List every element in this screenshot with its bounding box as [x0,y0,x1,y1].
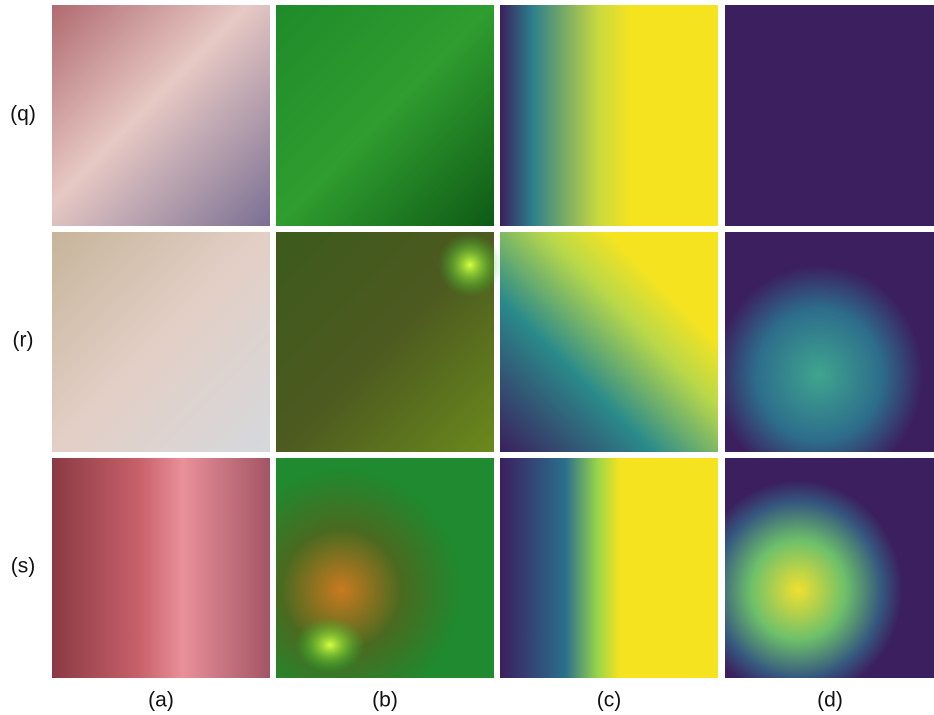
row-label: (s) [11,555,36,578]
panel-s-c [500,458,718,678]
panel-q-a [52,5,270,226]
panel-highlight [295,617,365,673]
row-label: (q) [10,103,36,126]
panel-r-c [500,232,718,452]
row-label: (r) [13,329,34,352]
column-label: (d) [817,689,843,712]
panel-q-b [276,5,494,226]
panels [52,5,934,678]
panel-highlight [438,233,502,297]
panel-s-a [52,458,270,678]
panel-s-d [725,458,934,678]
panel-r-d [725,232,934,452]
panel-r-a [52,232,270,452]
page: {"row_labels": ["(q)", "(r)", "(s)"], "c… [0,0,934,715]
column-label: (c) [597,689,622,712]
column-label: (a) [148,689,174,712]
figure: (q) (r) (s) (a) (b) (c) (d) [0,0,934,715]
panel-q-d [725,5,934,226]
column-label: (b) [372,689,398,712]
panel-q-c [500,5,718,226]
